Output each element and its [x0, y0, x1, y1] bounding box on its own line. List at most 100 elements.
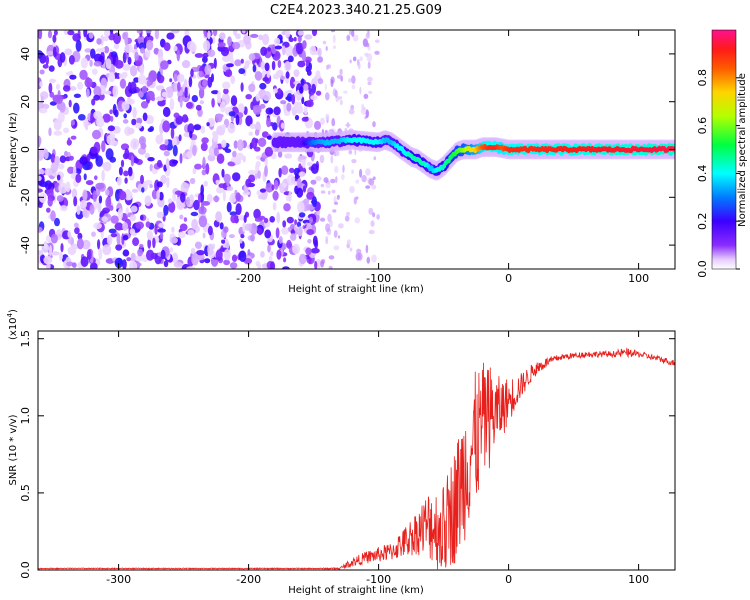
x-tick-label: -300 [106, 272, 131, 285]
heatmap-cell [272, 73, 280, 80]
heatmap-cell [170, 127, 175, 139]
heatmap-cell [202, 79, 208, 87]
heatmap-cell [77, 81, 84, 90]
heatmap-cell [322, 40, 327, 45]
y-tick-label: -40 [19, 236, 32, 254]
heatmap-cell [373, 156, 377, 161]
heatmap-cell [60, 243, 64, 253]
heatmap-cell [257, 262, 261, 269]
heatmap-cell [263, 217, 269, 224]
heatmap-cell [257, 227, 263, 236]
heatmap-cell [260, 46, 268, 56]
heatmap-cell [158, 222, 165, 228]
heatmap-cell [74, 227, 80, 235]
heatmap-cell [193, 124, 202, 131]
heatmap-cell [248, 83, 256, 93]
heatmap-cell [191, 218, 199, 230]
heatmap-cell [75, 39, 82, 52]
y-tick-label: 1.0 [19, 407, 32, 425]
heatmap-cell [283, 203, 291, 212]
snr-x-ticks: -300 -200 -100 0 100 [106, 331, 649, 586]
heatmap-cell [65, 71, 73, 76]
x-tick-label: 100 [628, 573, 649, 586]
heatmap-cell [262, 90, 272, 102]
heatmap-cell [130, 155, 135, 167]
heatmap-cell [38, 250, 44, 256]
heatmap-cell [160, 249, 166, 260]
heatmap-cell [228, 234, 235, 239]
heatmap-cell [39, 193, 47, 203]
heatmap-cell [155, 134, 164, 145]
heatmap-cell [320, 190, 326, 194]
heatmap-cell [298, 155, 307, 160]
heatmap-cell [332, 34, 336, 44]
heatmap-cell [139, 63, 145, 76]
heatmap-cell [339, 68, 343, 76]
heatmap-cell [257, 170, 261, 179]
heatmap-cell [317, 56, 323, 63]
heatmap-cell [65, 181, 71, 193]
heatmap-cell [216, 186, 224, 194]
heatmap-cell [252, 104, 262, 115]
heatmap-cell [336, 195, 340, 200]
heatmap-cell [223, 249, 231, 261]
heatmap-cell [218, 183, 226, 189]
heatmap-cell [121, 73, 127, 79]
heatmap-cell [129, 214, 136, 222]
heatmap-cell [314, 260, 318, 269]
heatmap-cell [179, 153, 183, 164]
heatmap-cell [70, 119, 75, 126]
heatmap-cell [207, 49, 216, 57]
heatmap-cell [361, 174, 367, 183]
heatmap-cell [267, 47, 272, 52]
heatmap-cell [216, 153, 225, 164]
heatmap-cell [374, 39, 380, 43]
heatmap-cell [79, 156, 89, 165]
heatmap-cell [265, 182, 274, 193]
heatmap-cell [156, 211, 164, 219]
heatmap-cell [328, 255, 335, 260]
heatmap-cell [132, 237, 140, 247]
y-tick-label: 0.0 [19, 561, 32, 579]
heatmap-cell [170, 30, 180, 34]
heatmap-cell [130, 138, 140, 150]
heatmap-cell [306, 100, 314, 108]
heatmap-cell [367, 81, 372, 86]
heatmap-cell [123, 113, 127, 119]
heatmap-cell [301, 96, 305, 105]
heatmap-cell [102, 36, 109, 42]
heatmap-cell [54, 95, 63, 104]
heatmap-cell [48, 244, 53, 257]
heatmap-cell [109, 30, 114, 34]
heatmap-cell [315, 176, 322, 182]
heatmap-cell [145, 114, 154, 125]
heatmap-cell [282, 45, 286, 56]
heatmap-cell [320, 217, 326, 222]
heatmap-cell [255, 93, 260, 102]
heatmap-cell [59, 101, 66, 113]
heatmap-cell [243, 34, 251, 45]
heatmap-cell [202, 56, 208, 63]
heatmap-cell [169, 236, 178, 244]
heatmap-cell [254, 172, 258, 180]
snr-y-multiplier: (x104) [6, 309, 19, 340]
heatmap-cell [250, 234, 255, 242]
heatmap-cell [325, 236, 329, 245]
heatmap-cell [167, 198, 173, 204]
heatmap-cell [315, 90, 322, 96]
heatmap-cell [295, 42, 304, 55]
y-tick-label: 0.5 [19, 484, 32, 502]
heatmap-x-axis-label: Height of straight line (km) [288, 284, 424, 295]
heatmap-cell [140, 47, 146, 54]
heatmap-cell [293, 69, 300, 77]
heatmap-cell [158, 191, 164, 201]
heatmap-cell [325, 46, 328, 51]
heatmap-cell [84, 77, 93, 88]
heatmap-cell [64, 48, 73, 56]
heatmap-cell [266, 117, 271, 128]
heatmap-cell [105, 58, 112, 70]
colorbar-gradient [711, 29, 737, 270]
heatmap-cell [122, 119, 129, 124]
heatmap-cell [276, 211, 281, 224]
y-tick-label: 1.5 [19, 330, 32, 348]
